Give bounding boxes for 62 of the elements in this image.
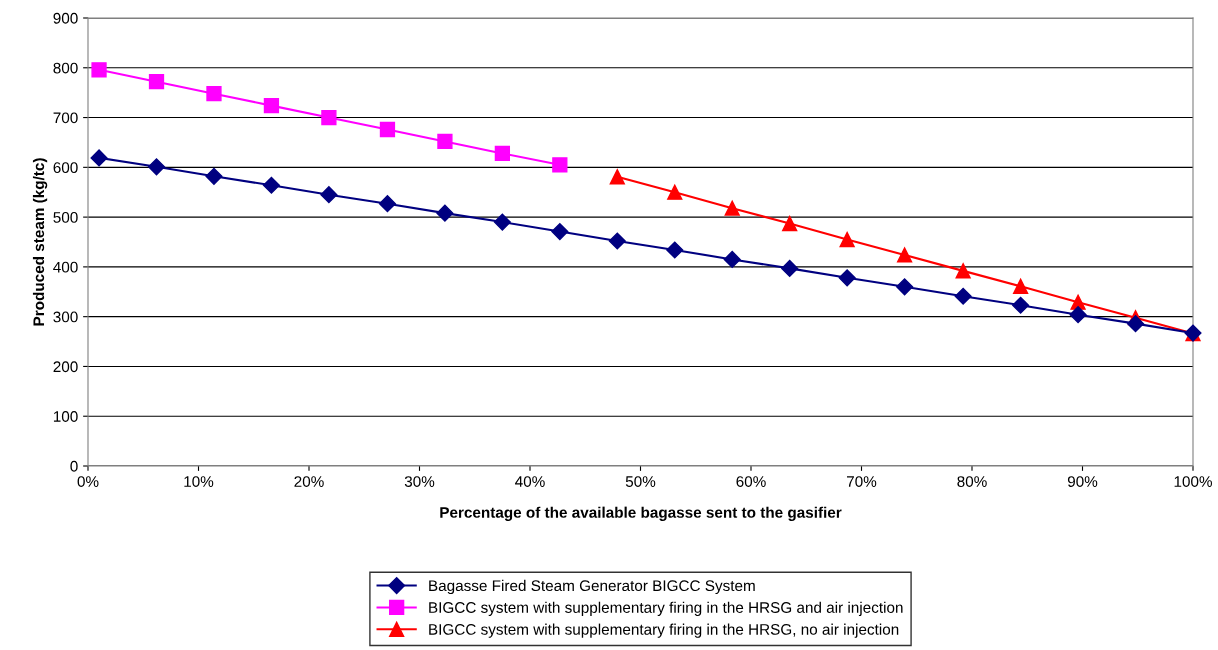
y-tick-label: 0 [70,460,78,472]
point [609,169,625,185]
y-tick-label: 600 [53,162,78,174]
point [147,158,166,176]
legend-label: BIGCC system with supplementary firing in the HRSG, no air injection [429,623,899,638]
y-tick-label: 700 [53,112,78,124]
x-tick-label: 30% [404,476,435,487]
y-tick-label: 400 [53,261,78,273]
point [1012,296,1030,314]
point [955,263,971,279]
legend-label: BIGCC system with supplementary firing in the HRSG and air injection [429,601,903,616]
point [1069,306,1087,324]
y-tick-label: 100 [53,411,78,422]
y-tick-label: 200 [53,361,78,373]
x-tick-label: 40% [515,476,545,487]
point [320,186,338,204]
point [90,149,108,167]
point [378,195,397,213]
y-tick-label: 800 [53,62,78,74]
point [148,74,165,90]
legend-label: Bagasse Fired Steam Generator BIGCC System [429,579,755,595]
y-tick-label: 900 [53,12,78,24]
x-tick-label: 0% [77,476,99,487]
point [1012,278,1029,294]
point [838,269,856,287]
y-tick-label: 500 [53,211,78,223]
y-tick-label: 300 [53,311,78,323]
point [667,184,683,200]
point [91,62,107,78]
y-axis-title: Produced steam (kg/tc) [32,158,48,326]
point [494,145,511,162]
point [552,157,568,173]
x-tick-label: 10% [184,476,214,487]
point [896,247,913,263]
point [437,133,453,150]
point [205,167,223,185]
point [551,222,569,241]
x-tick-label: 50% [625,476,656,487]
x-tick-label: 20% [294,476,324,487]
point [724,200,740,216]
point [1126,315,1145,333]
point [896,278,914,296]
point [723,250,741,268]
point [666,241,684,259]
x-tick-label: 90% [1067,476,1098,487]
x-tick-label: 60% [736,476,766,487]
point [782,215,798,232]
point [436,204,454,222]
point [954,287,972,305]
x-tick-label: 80% [957,476,987,487]
point [321,109,337,126]
point [206,86,222,102]
point [781,259,799,277]
point [263,97,280,114]
point [262,176,280,194]
x-axis-title: Percentage of the available bagasse sent to the gasifier [440,506,842,521]
x-tick-label: 100% [1174,476,1212,487]
point [493,213,511,231]
point [839,231,855,248]
point [608,232,626,250]
x-tick-label: 70% [846,476,877,487]
point [379,121,396,138]
